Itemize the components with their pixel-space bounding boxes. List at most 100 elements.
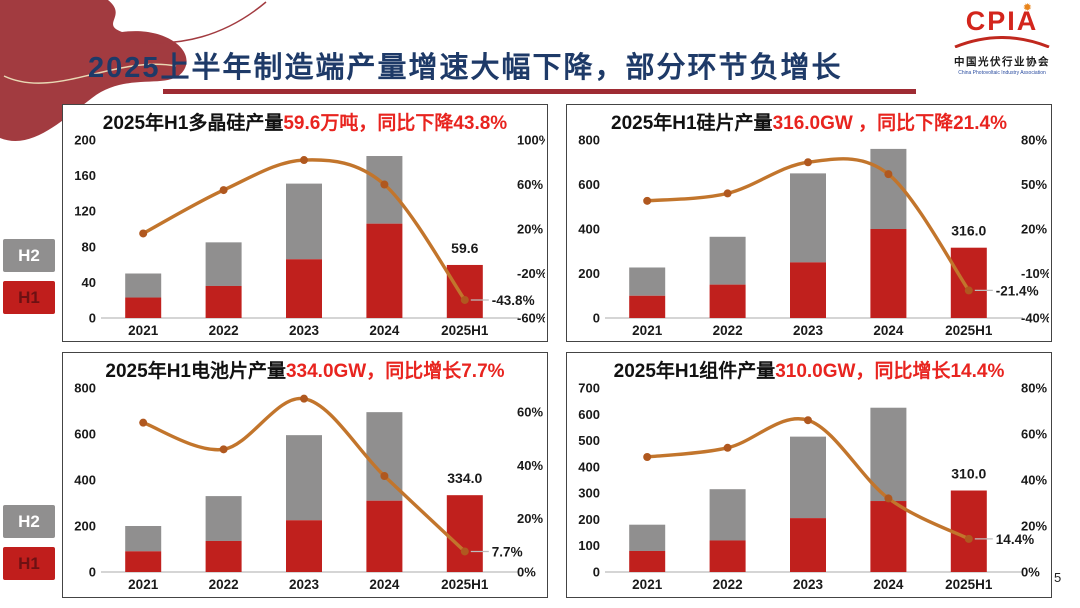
svg-text:2025H1: 2025H1 [945,323,993,338]
chart-title-black: 2025年H1多晶硅产量 [102,112,284,134]
svg-text:400: 400 [578,222,600,237]
svg-text:0%: 0% [1021,565,1040,580]
chart-title: 2025年H1硅片产量 316.0GW ，同比下降21.4% [567,110,1051,134]
svg-text:2023: 2023 [793,323,824,338]
svg-text:200: 200 [578,512,600,527]
chart-title: 2025年H1电池片产量 334.0GW，同比增长7.7% [63,358,547,382]
svg-text:2024: 2024 [873,323,904,338]
svg-text:2023: 2023 [289,323,320,338]
svg-text:334.0: 334.0 [447,470,482,486]
legend-h1-swatch: H1 [3,281,55,314]
polysilicon-plot: 200 160 120 80 40 0 100% 60% 20% -20% -60% 2021 2022… [74,133,545,339]
svg-text:0: 0 [89,565,96,580]
svg-text:800: 800 [578,133,600,148]
svg-text:-43.8%: -43.8% [492,293,535,308]
page-number: 5 [1054,570,1062,585]
chart-title: 2025年H1多晶硅产量 59.6万吨，同比下降43.8% [63,110,547,134]
chart-title-red: 316.0GW ，同比下降21.4% [772,112,1007,134]
svg-text:800: 800 [74,381,96,396]
svg-text:2022: 2022 [209,323,239,338]
sun-icon: ✹ [1022,2,1032,14]
svg-text:200: 200 [74,133,96,148]
logo-top: CPIA ✹ [966,2,1039,35]
svg-text:0: 0 [89,311,96,326]
svg-text:2023: 2023 [793,577,824,592]
svg-text:600: 600 [578,407,600,422]
chart-box-module: 2025年H1组件产量 310.0GW，同比增长14.4% 700 600 500 40… [566,352,1052,598]
svg-text:160: 160 [74,168,96,183]
corner-wave-decoration [0,0,267,142]
module-plot: 700 600 500 400 300 200 100 0 80% 60% 40% 20% 0% 2021… [578,381,1047,593]
svg-text:310.0: 310.0 [951,466,986,482]
svg-text:80%: 80% [1021,133,1047,148]
svg-text:40: 40 [82,275,96,290]
svg-text:20%: 20% [517,222,543,237]
legend-h2-swatch: H2 [3,239,55,272]
svg-text:40%: 40% [517,458,543,473]
svg-text:80%: 80% [1021,381,1047,396]
chart-title-black: 2025年H1组件产量 [613,360,776,382]
svg-text:20%: 20% [517,511,543,526]
svg-text:20%: 20% [1021,519,1047,534]
svg-text:80: 80 [82,239,96,254]
svg-text:600: 600 [578,177,600,192]
svg-text:700: 700 [578,381,600,396]
svg-text:400: 400 [578,459,600,474]
title-underline [163,89,916,94]
logo-name-cn: 中国光伏行业协会 [954,56,1050,68]
chart-box-cell: 2025年H1电池片产量 334.0GW，同比增长7.7% 800 600 400 20… [62,352,548,598]
svg-text:500: 500 [578,433,600,448]
svg-text:2024: 2024 [369,323,400,338]
svg-text:40%: 40% [1021,473,1047,488]
svg-text:316.0: 316.0 [951,223,986,239]
svg-text:2025H1: 2025H1 [441,577,489,592]
svg-text:20%: 20% [1021,222,1047,237]
svg-text:2025H1: 2025H1 [441,323,489,338]
svg-text:120: 120 [74,204,96,219]
svg-text:0%: 0% [517,565,536,580]
svg-text:2022: 2022 [209,577,239,592]
svg-text:-20%: -20% [517,266,545,281]
svg-text:100: 100 [578,538,600,553]
svg-text:2021: 2021 [632,323,663,338]
chart-title-black: 2025年H1硅片产量 [611,112,773,134]
wafer-plot: 800 600 400 200 0 80% 50% 20% -10% -40% 2021 2022 20… [578,133,1049,339]
logo-arc-icon [954,36,1050,49]
legend-h1-swatch: H1 [3,547,55,580]
svg-text:60%: 60% [517,405,543,420]
svg-text:-21.4%: -21.4% [996,283,1039,298]
cpia-logo: CPIA ✹ 中国光伏行业协会 China Photovoltaic Indus… [948,2,1056,76]
legend-bottom: H2 H1 [3,505,55,589]
svg-text:2023: 2023 [289,577,320,592]
svg-text:2025H1: 2025H1 [945,577,993,592]
chart-title-red: 310.0GW，同比增长14.4% [775,360,1005,382]
svg-text:7.7%: 7.7% [492,544,523,559]
chart-title-red: 59.6万吨，同比下降43.8% [283,112,508,134]
svg-text:2021: 2021 [128,323,159,338]
svg-text:200: 200 [74,519,96,534]
chart-box-wafer: 2025年H1硅片产量 316.0GW ，同比下降21.4% 800 600 400 2… [566,104,1052,342]
svg-text:2022: 2022 [713,577,743,592]
svg-text:14.4%: 14.4% [996,532,1034,547]
svg-text:2021: 2021 [632,577,663,592]
chart-title: 2025年H1组件产量 310.0GW，同比增长14.4% [567,358,1051,382]
cell-plot: 800 600 400 200 0 60% 40% 20% 0% 2021 2022 2023 2024… [74,381,543,593]
svg-text:2024: 2024 [873,577,904,592]
svg-text:400: 400 [74,473,96,488]
svg-text:300: 300 [578,486,600,501]
svg-text:2024: 2024 [369,577,400,592]
svg-text:50%: 50% [1021,177,1047,192]
chart-title-red: 334.0GW，同比增长7.7% [285,360,505,382]
svg-text:0: 0 [593,311,600,326]
svg-text:600: 600 [74,427,96,442]
svg-text:-10%: -10% [1021,266,1049,281]
page-title: 2025上半年制造端产量增速大幅下降，部分环节负增长 [88,52,843,84]
svg-text:2021: 2021 [128,577,159,592]
chart-title-black: 2025年H1电池片产量 [105,360,286,382]
legend-h2-swatch: H2 [3,505,55,538]
svg-text:59.6: 59.6 [451,240,478,256]
svg-text:2022: 2022 [713,323,743,338]
svg-text:60%: 60% [517,177,543,192]
svg-text:100%: 100% [517,133,545,148]
